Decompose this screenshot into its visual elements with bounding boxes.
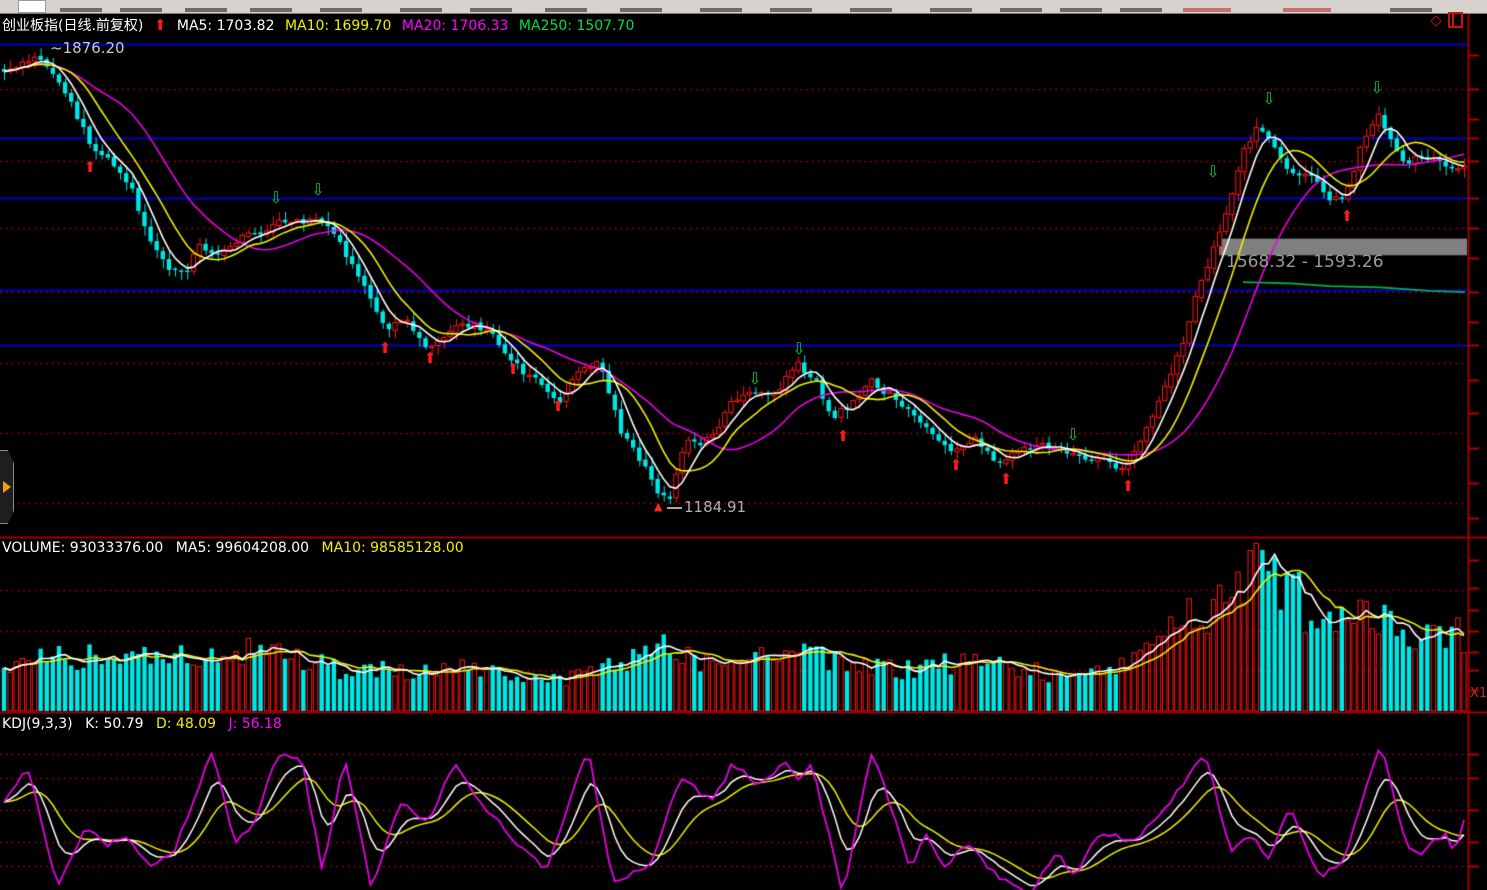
low-callout-line bbox=[667, 507, 682, 509]
sell-signal-icon: ⇩ bbox=[311, 180, 325, 199]
sell-signal-icon: ⇩ bbox=[792, 339, 806, 358]
menu-item-fragment[interactable] bbox=[60, 8, 102, 12]
volume-readout: VOLUME: 93033376.00 bbox=[2, 540, 164, 556]
buy-signal-icon: ⬆ bbox=[999, 470, 1013, 488]
menu-item-fragment[interactable] bbox=[250, 8, 292, 12]
menu-item-fragment[interactable] bbox=[1120, 8, 1162, 12]
buy-signal-icon: ⬆ bbox=[949, 456, 963, 474]
buy-signal-icon: ⬆ bbox=[506, 360, 520, 378]
menu-item-fragment[interactable] bbox=[470, 8, 512, 12]
sidebar-expand-handle[interactable] bbox=[0, 450, 14, 524]
low-marker-icon: ▲ bbox=[654, 500, 663, 513]
buy-signal-icon: ⬆ bbox=[551, 397, 565, 415]
menu-item-fragment[interactable] bbox=[120, 8, 162, 12]
buy-signal-icon: ⬆ bbox=[1340, 207, 1354, 225]
ma5-readout: MA5: 1703.82 bbox=[176, 18, 275, 34]
menu-button-fragment[interactable] bbox=[1283, 8, 1331, 12]
menu-item-fragment[interactable] bbox=[1390, 8, 1432, 12]
menu-item-fragment[interactable] bbox=[320, 8, 362, 12]
buy-signal-icon: ⬆ bbox=[378, 339, 392, 357]
trend-up-icon: ⬆ bbox=[153, 16, 167, 34]
kdj-k-readout: K: 50.79 bbox=[85, 716, 144, 732]
kdj-header: KDJ(9,3,3) K: 50.79 D: 48.09 J: 56.18 bbox=[2, 716, 290, 732]
ma250-readout: MA250: 1507.70 bbox=[518, 18, 635, 34]
menu-item-fragment[interactable] bbox=[185, 8, 227, 12]
menu-item-fragment[interactable] bbox=[620, 8, 662, 12]
chart-corner-controls: ◇ bbox=[1430, 12, 1463, 28]
menu-item-fragment[interactable] bbox=[700, 8, 742, 12]
menu-item-fragment[interactable] bbox=[770, 8, 812, 12]
expand-arrow-icon bbox=[3, 481, 11, 493]
sell-signal-icon: ⇩ bbox=[1206, 162, 1220, 181]
sell-signal-icon: ⇩ bbox=[1262, 89, 1276, 108]
sell-signal-icon: ⇩ bbox=[1066, 425, 1080, 444]
menu-item-fragment[interactable] bbox=[400, 8, 442, 12]
menu-item-fragment[interactable] bbox=[930, 8, 972, 12]
menubar[interactable] bbox=[0, 0, 1487, 14]
ma10-readout: MA10: 1699.70 bbox=[284, 18, 392, 34]
menu-item-fragment[interactable] bbox=[1060, 8, 1102, 12]
menu-button-fragment[interactable] bbox=[1183, 8, 1231, 12]
sell-signal-icon: ⇩ bbox=[269, 188, 283, 207]
window-icon[interactable] bbox=[1448, 12, 1463, 28]
buy-signal-icon: ⬆ bbox=[836, 427, 850, 445]
high-price-label: ~1876.20 bbox=[50, 39, 125, 57]
buy-signal-icon: ⬆ bbox=[1121, 477, 1135, 495]
instrument-title: 创业板指(日线.前复权) bbox=[2, 18, 144, 34]
volume-header: VOLUME: 93033376.00 MA5: 99604208.00 MA1… bbox=[2, 540, 472, 556]
buy-signal-icon: ⬆ bbox=[83, 158, 97, 176]
buy-signal-icon: ⬆ bbox=[423, 349, 437, 367]
menu-item-fragment[interactable] bbox=[1000, 8, 1042, 12]
diamond-icon[interactable]: ◇ bbox=[1430, 11, 1442, 29]
kdj-j-readout: J: 56.18 bbox=[228, 716, 282, 732]
indicator-scale-label: X1 bbox=[1470, 686, 1487, 701]
volume-ma5-readout: MA5: 99604208.00 bbox=[175, 540, 310, 556]
sell-signal-icon: ⇩ bbox=[748, 369, 762, 388]
menu-item-fragment[interactable] bbox=[850, 8, 892, 12]
volume-ma10-readout: MA10: 98585128.00 bbox=[321, 540, 464, 556]
main-chart-header: 创业板指(日线.前复权) ⬆ MA5: 1703.82 MA10: 1699.7… bbox=[2, 15, 640, 35]
ma20-readout: MA20: 1706.33 bbox=[401, 18, 509, 34]
low-price-label: 1184.91 bbox=[684, 498, 747, 516]
menu-item-fragment[interactable] bbox=[545, 8, 587, 12]
menubar-input-box[interactable] bbox=[18, 0, 46, 13]
kdj-d-readout: D: 48.09 bbox=[155, 716, 217, 732]
price-band-label: 1568.32 - 1593.26 bbox=[1226, 252, 1384, 272]
sell-signal-icon: ⇩ bbox=[1370, 78, 1384, 97]
kdj-name: KDJ(9,3,3) bbox=[2, 716, 73, 732]
